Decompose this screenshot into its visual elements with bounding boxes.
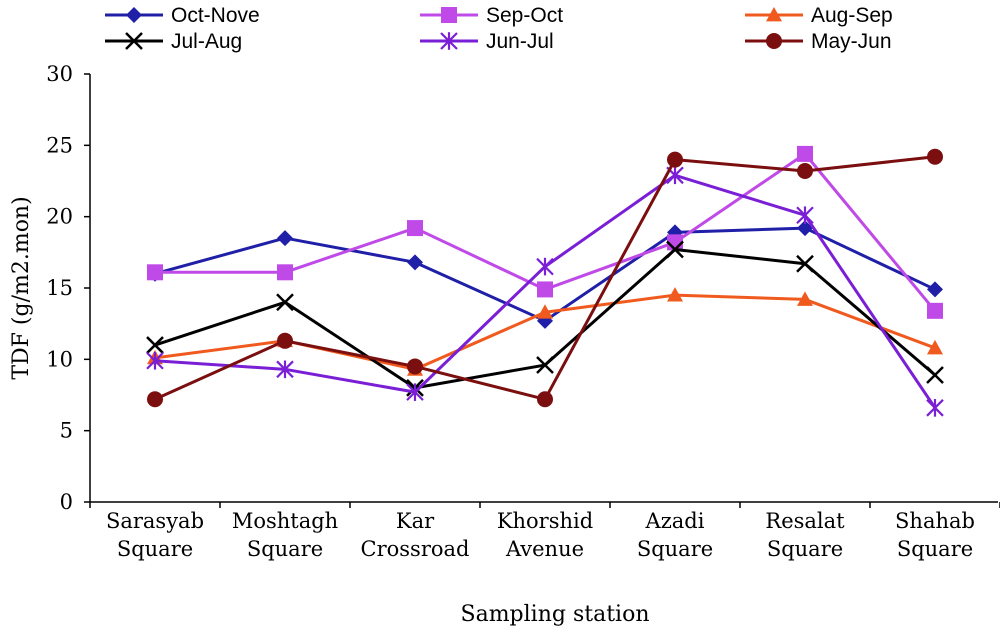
data-point	[146, 336, 164, 354]
data-point	[407, 254, 423, 271]
data-point	[440, 32, 458, 50]
series-layer	[146, 145, 944, 417]
series-jul-aug	[146, 240, 944, 397]
x-tick-label: Kar Crossroad	[361, 509, 470, 561]
legend-item: Aug-Sep	[745, 4, 893, 27]
data-point	[666, 240, 684, 259]
data-point	[796, 254, 814, 273]
series-sep-oct	[147, 145, 943, 319]
legend-item: Jul-Aug	[105, 30, 242, 53]
y-tick-label: 25	[46, 133, 73, 157]
data-point	[407, 358, 423, 375]
legend: Oct-Nove Sep-Oct Aug-Sep Jul-Aug Jun-Jul May-…	[105, 4, 893, 53]
y-tick-label: 0	[60, 490, 73, 514]
data-point	[796, 206, 814, 225]
legend-label: Jun-Jul	[486, 30, 554, 53]
data-point	[927, 339, 943, 355]
data-point	[797, 145, 813, 162]
data-point	[927, 281, 943, 298]
series-line	[154, 155, 936, 401]
data-point	[537, 281, 553, 298]
x-tick-label: Moshtagh Square	[232, 509, 338, 561]
data-point	[126, 7, 142, 23]
x-tick-label: Shahab Square	[895, 509, 975, 561]
data-point	[667, 287, 683, 302]
legend-label: May-Jun	[811, 30, 892, 53]
x-tick-label: Sarasyab Square	[106, 509, 204, 561]
legend-label: Aug-Sep	[811, 4, 893, 27]
data-point	[537, 391, 553, 408]
y-tick-label: 10	[46, 347, 73, 371]
y-tick-label: 5	[60, 419, 73, 443]
data-point	[927, 302, 943, 319]
legend-item: May-Jun	[745, 30, 892, 53]
y-axis-title: TDF (g/m2.mon)	[9, 196, 34, 379]
data-point	[926, 399, 944, 417]
data-point	[926, 366, 944, 384]
data-point	[766, 7, 782, 22]
data-point	[441, 7, 457, 23]
data-point	[406, 383, 424, 401]
legend-item: Sep-Oct	[420, 4, 563, 27]
legend-label: Sep-Oct	[486, 4, 563, 27]
y-tick-label: 20	[46, 205, 73, 229]
legend-label: Oct-Nove	[171, 4, 260, 27]
data-point	[927, 148, 943, 165]
data-point	[147, 391, 163, 408]
axes: 0 5 10 15 20 25 30 Sarasyab Square Moshtagh Square…	[46, 62, 1000, 561]
y-tick-label: 15	[46, 276, 73, 300]
series-may-jun	[147, 148, 943, 408]
data-point	[536, 356, 554, 374]
series-aug-sep	[147, 287, 943, 376]
y-tick-label: 30	[46, 62, 73, 86]
legend-item: Oct-Nove	[105, 4, 260, 27]
series-jun-jul	[146, 166, 944, 417]
legend-item: Jun-Jul	[420, 30, 554, 53]
data-point	[125, 32, 143, 50]
data-point	[797, 163, 813, 180]
data-point	[277, 230, 293, 247]
data-point	[277, 264, 293, 281]
data-point	[797, 291, 813, 306]
data-point	[407, 220, 423, 237]
x-tick-label: Azadi Square	[637, 509, 713, 561]
data-point	[277, 332, 293, 349]
x-axis-title: Sampling station	[461, 602, 650, 627]
x-tick-label: Resalat Square	[765, 509, 845, 561]
data-point	[797, 220, 813, 237]
data-point	[276, 293, 294, 312]
data-point	[147, 264, 163, 281]
data-point	[766, 33, 782, 49]
data-point	[537, 304, 553, 319]
x-tick-label: Khorshid Avenue	[497, 509, 593, 561]
data-point	[536, 257, 554, 276]
data-point	[667, 151, 683, 168]
legend-label: Jul-Aug	[171, 30, 242, 53]
data-point	[146, 351, 164, 370]
data-point	[276, 360, 294, 379]
